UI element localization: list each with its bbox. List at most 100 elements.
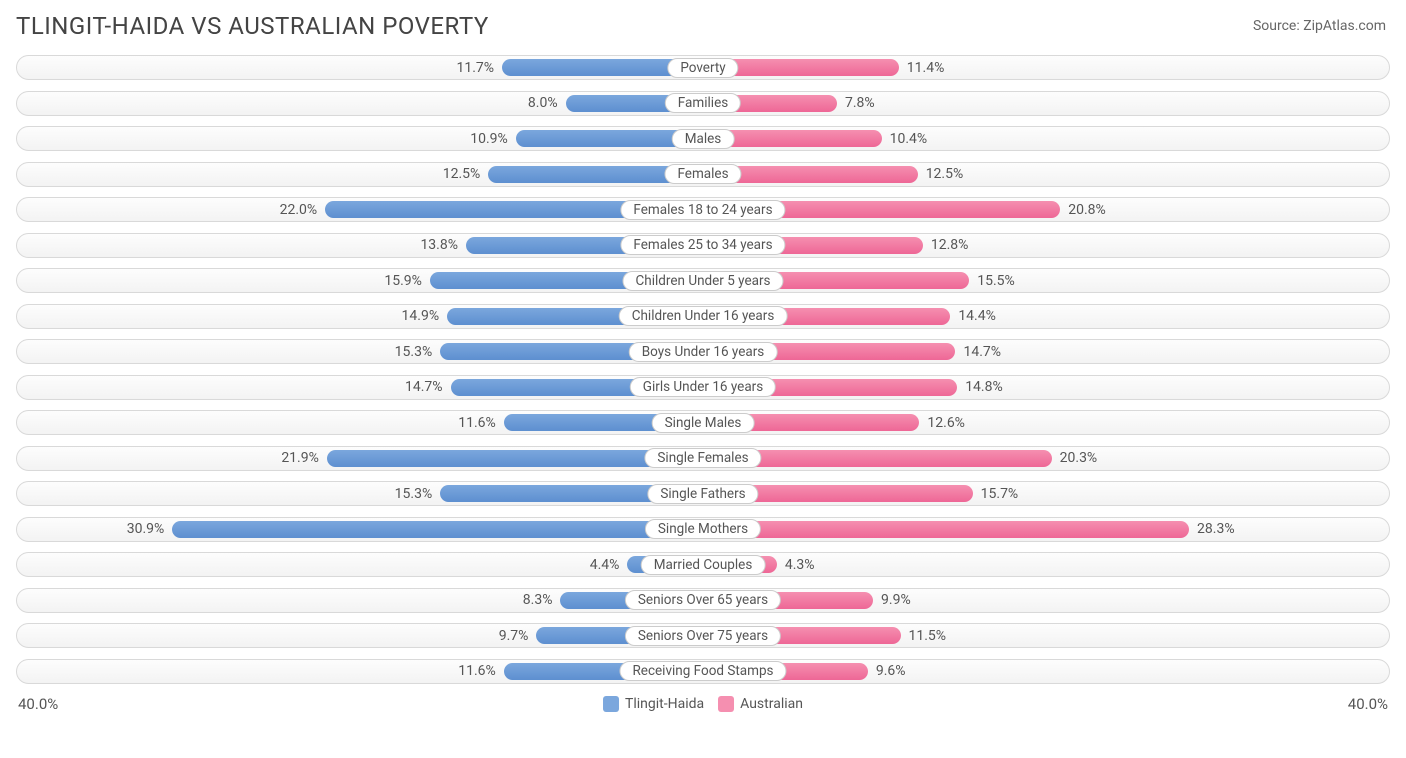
row-left-half: 4.4% xyxy=(16,549,703,580)
legend-item-left: Tlingit-Haida xyxy=(603,696,704,712)
chart-row: 22.0% 20.8% Females 18 to 24 years xyxy=(16,194,1390,225)
category-label: Seniors Over 75 years xyxy=(625,626,781,646)
chart-title: TLINGIT-HAIDA VS AUSTRALIAN POVERTY xyxy=(16,12,489,40)
right-value-label: 10.4% xyxy=(882,131,936,147)
row-right-half: 14.4% xyxy=(703,301,1390,332)
left-value-label: 30.9% xyxy=(119,521,173,537)
row-left-half: 12.5% xyxy=(16,159,703,190)
row-right-half: 9.9% xyxy=(703,585,1390,616)
right-value-label: 20.3% xyxy=(1052,450,1106,466)
row-left-half: 22.0% xyxy=(16,194,703,225)
row-left-half: 15.3% xyxy=(16,336,703,367)
chart-row: 11.6%9.6%Receiving Food Stamps xyxy=(16,656,1390,687)
left-value-label: 11.7% xyxy=(449,60,503,76)
left-value-label: 8.0% xyxy=(520,95,566,111)
left-value-label: 21.9% xyxy=(273,450,327,466)
category-label: Boys Under 16 years xyxy=(629,342,778,362)
category-label: Single Males xyxy=(652,413,755,433)
left-value-label: 11.6% xyxy=(450,415,504,431)
right-value-label: 9.9% xyxy=(873,592,919,608)
right-value-label: 12.6% xyxy=(919,415,973,431)
chart-area: 11.7%11.4%Poverty8.0%7.8%Families10.9%10… xyxy=(0,44,1406,687)
right-bar xyxy=(703,521,1189,538)
row-right-half: 11.4% xyxy=(703,52,1390,83)
row-right-half: 4.3% xyxy=(703,549,1390,580)
row-right-half: 12.5% xyxy=(703,159,1390,190)
row-left-half: 11.6% xyxy=(16,656,703,687)
category-label: Females 18 to 24 years xyxy=(620,200,785,220)
right-value-label: 9.6% xyxy=(868,663,914,679)
left-value-label: 8.3% xyxy=(515,592,561,608)
left-value-label: 15.9% xyxy=(376,273,430,289)
chart-row: 4.4% 4.3%Married Couples xyxy=(16,549,1390,580)
category-label: Single Mothers xyxy=(645,519,761,539)
axis-right-max: 40.0% xyxy=(1348,695,1388,713)
category-label: Single Fathers xyxy=(647,484,758,504)
row-right-half: 15.7% xyxy=(703,478,1390,509)
category-label: Seniors Over 65 years xyxy=(625,590,781,610)
right-value-label: 14.8% xyxy=(957,379,1011,395)
right-value-label: 15.5% xyxy=(969,273,1023,289)
row-left-half: 8.3% xyxy=(16,585,703,616)
category-label: Females 25 to 34 years xyxy=(620,235,785,255)
left-value-label: 14.9% xyxy=(394,308,448,324)
right-value-label: 14.4% xyxy=(950,308,1004,324)
category-label: Males xyxy=(672,129,735,149)
right-value-label: 14.7% xyxy=(955,344,1009,360)
left-value-label: 13.8% xyxy=(412,237,466,253)
category-label: Females xyxy=(664,164,741,184)
category-label: Girls Under 16 years xyxy=(630,377,776,397)
row-left-half: 30.9% xyxy=(16,514,703,545)
chart-row: 21.9% 20.3% Single Females xyxy=(16,443,1390,474)
left-value-label: 15.3% xyxy=(387,486,441,502)
row-left-half: 15.9% xyxy=(16,265,703,296)
right-value-label: 11.4% xyxy=(899,60,953,76)
right-value-label: 20.8% xyxy=(1060,202,1114,218)
left-bar xyxy=(172,521,703,538)
category-label: Children Under 5 years xyxy=(623,271,784,291)
left-value-label: 11.6% xyxy=(450,663,504,679)
row-right-half: 11.5% xyxy=(703,620,1390,651)
chart-header: TLINGIT-HAIDA VS AUSTRALIAN POVERTY Sour… xyxy=(0,0,1406,44)
legend-swatch-right xyxy=(718,696,734,712)
left-value-label: 9.7% xyxy=(491,628,537,644)
category-label: Poverty xyxy=(667,58,738,78)
chart-row: 30.9% 28.3% Single Mothers xyxy=(16,514,1390,545)
right-value-label: 11.5% xyxy=(901,628,955,644)
row-left-half: 21.9% xyxy=(16,443,703,474)
row-left-half: 11.7% xyxy=(16,52,703,83)
left-value-label: 4.4% xyxy=(582,557,628,573)
row-left-half: 14.9% xyxy=(16,301,703,332)
chart-row: 15.9% 15.5% Children Under 5 years xyxy=(16,265,1390,296)
chart-row: 8.0%7.8%Families xyxy=(16,88,1390,119)
chart-row: 11.6% 12.6% Single Males xyxy=(16,407,1390,438)
chart-row: 12.5%12.5%Females xyxy=(16,159,1390,190)
category-label: Children Under 16 years xyxy=(619,306,788,326)
row-left-half: 10.9% xyxy=(16,123,703,154)
right-value-label: 15.7% xyxy=(973,486,1027,502)
category-label: Married Couples xyxy=(641,555,766,575)
row-right-half: 20.8% xyxy=(703,194,1390,225)
row-left-half: 8.0% xyxy=(16,88,703,119)
chart-source: Source: ZipAtlas.com xyxy=(1253,18,1386,34)
chart-footer: 40.0% Tlingit-Haida Australian 40.0% xyxy=(0,691,1406,717)
left-value-label: 14.7% xyxy=(397,379,451,395)
chart-row: 14.7% 14.8% Girls Under 16 years xyxy=(16,372,1390,403)
chart-row: 14.9% 14.4% Children Under 16 years xyxy=(16,301,1390,332)
axis-left-max: 40.0% xyxy=(18,695,58,713)
chart-row: 9.7% 11.5% Seniors Over 75 years xyxy=(16,620,1390,651)
right-value-label: 28.3% xyxy=(1189,521,1243,537)
row-left-half: 11.6% xyxy=(16,407,703,438)
left-value-label: 22.0% xyxy=(272,202,326,218)
row-left-half: 15.3% xyxy=(16,478,703,509)
row-right-half: 9.6% xyxy=(703,656,1390,687)
row-right-half: 15.5% xyxy=(703,265,1390,296)
right-value-label: 12.8% xyxy=(923,237,977,253)
chart-row: 10.9% 10.4% Males xyxy=(16,123,1390,154)
legend-swatch-left xyxy=(603,696,619,712)
legend: Tlingit-Haida Australian xyxy=(603,696,803,712)
chart-row: 15.3% 14.7% Boys Under 16 years xyxy=(16,336,1390,367)
row-left-half: 13.8% xyxy=(16,230,703,261)
category-label: Single Females xyxy=(644,448,761,468)
chart-row: 15.3% 15.7% Single Fathers xyxy=(16,478,1390,509)
